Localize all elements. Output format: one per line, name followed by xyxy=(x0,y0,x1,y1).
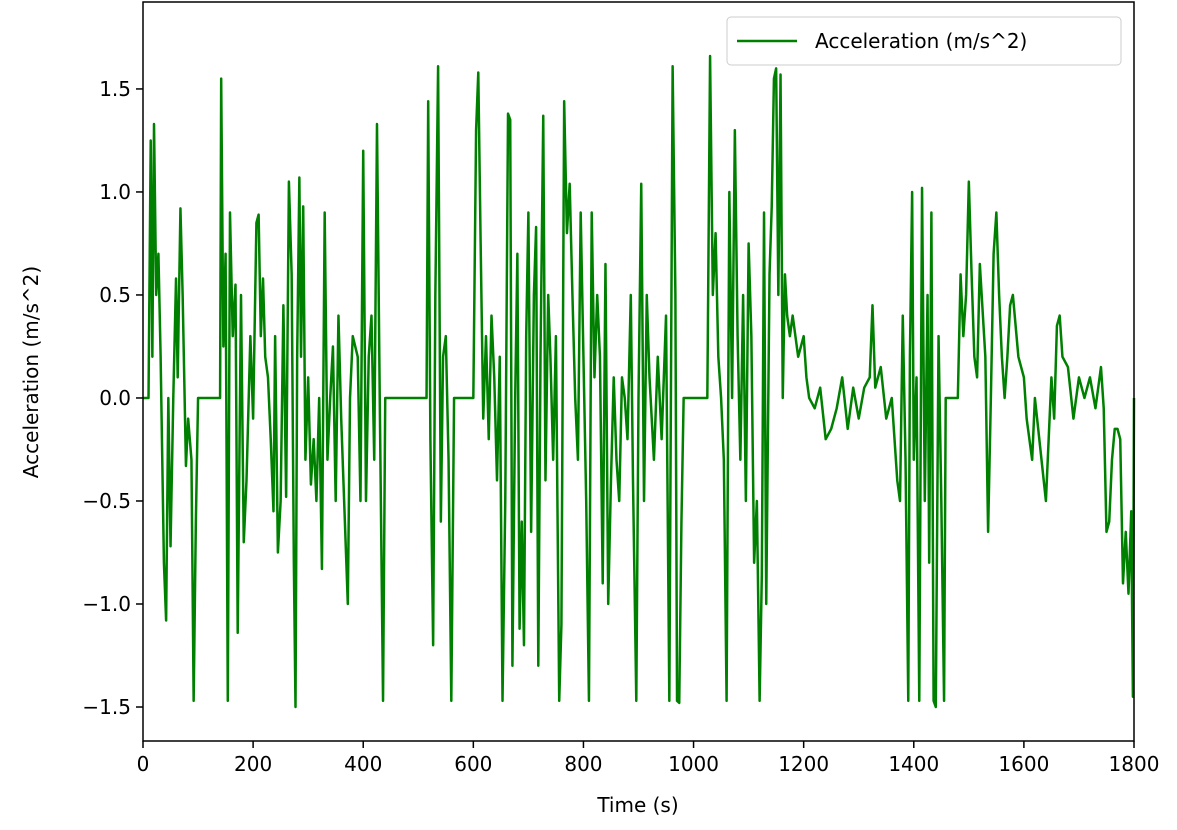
x-tick-label: 1600 xyxy=(998,752,1049,776)
y-tick-label: 0.5 xyxy=(99,283,131,307)
data-line xyxy=(143,54,1136,709)
legend-box xyxy=(726,16,1122,66)
legend-label: Acceleration (m/s^2) xyxy=(815,29,1027,53)
y-tick-label: −0.5 xyxy=(82,489,131,513)
x-tick-label: 1400 xyxy=(888,752,939,776)
x-tick-label: 200 xyxy=(234,752,272,776)
y-tick-label: 0.0 xyxy=(99,386,131,410)
x-tick-label: 600 xyxy=(454,752,492,776)
x-tick-label: 0 xyxy=(137,752,150,776)
x-tick-label: 1800 xyxy=(1109,752,1160,776)
x-tick-label: 800 xyxy=(564,752,602,776)
y-tick-label: 1.0 xyxy=(99,180,131,204)
y-axis-label: Acceleration (m/s^2) xyxy=(19,266,43,478)
x-tick-label: 1200 xyxy=(778,752,829,776)
y-tick-label: −1.5 xyxy=(82,695,131,719)
y-tick-label: −1.0 xyxy=(82,592,131,616)
x-tick-label: 400 xyxy=(344,752,382,776)
x-tick-label: 1000 xyxy=(668,752,719,776)
plot-frame xyxy=(142,1,1135,742)
x-axis-label: Time (s) xyxy=(596,793,678,817)
y-tick-label: 1.5 xyxy=(99,77,131,101)
